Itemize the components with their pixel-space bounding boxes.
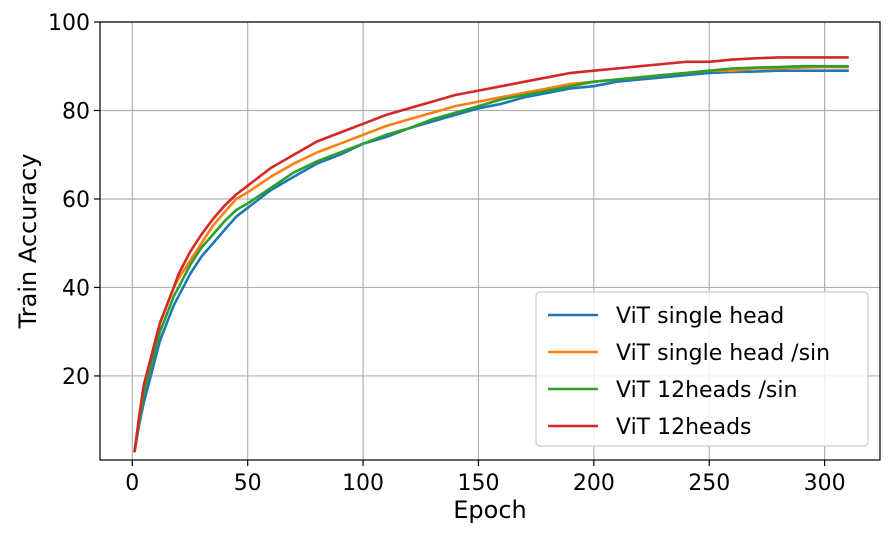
legend-label-vit-single-head: ViT single head bbox=[616, 304, 784, 329]
x-tick-label: 150 bbox=[457, 471, 499, 496]
plot-frame bbox=[99, 21, 881, 461]
x-axis-label: Epoch bbox=[453, 496, 527, 524]
x-tick-label: 100 bbox=[342, 471, 384, 496]
x-tick-label: 0 bbox=[125, 471, 139, 496]
series-line-vit-12heads bbox=[133, 56, 850, 453]
y-tick-label: 20 bbox=[62, 365, 90, 390]
y-tick-label: 80 bbox=[62, 99, 90, 124]
series-line-vit-single-head bbox=[133, 69, 850, 453]
x-tick-label: 50 bbox=[234, 471, 262, 496]
legend-label-vit-12heads: ViT 12heads bbox=[616, 415, 752, 440]
x-tick-label: 300 bbox=[804, 471, 846, 496]
series-line-vit-12heads-sin bbox=[133, 64, 850, 453]
y-axis-label: Train Accuracy bbox=[14, 154, 42, 330]
series-lines bbox=[133, 56, 850, 453]
x-tick-label: 250 bbox=[688, 471, 730, 496]
legend-label-vit-single-head-sin: ViT single head /sin bbox=[616, 341, 830, 366]
axis-ticks: 0 50 100 150 200 250 300 20 40 60 80 100 bbox=[48, 11, 846, 496]
y-tick-label: 60 bbox=[62, 188, 90, 213]
y-tick-label: 40 bbox=[62, 276, 90, 301]
x-tick-label: 200 bbox=[573, 471, 615, 496]
legend-box bbox=[535, 291, 869, 447]
legend-label-vit-12heads-sin: ViT 12heads /sin bbox=[616, 378, 797, 403]
y-tick-label: 100 bbox=[48, 11, 90, 36]
legend: ViT single head ViT single head /sin ViT 1… bbox=[535, 291, 869, 447]
